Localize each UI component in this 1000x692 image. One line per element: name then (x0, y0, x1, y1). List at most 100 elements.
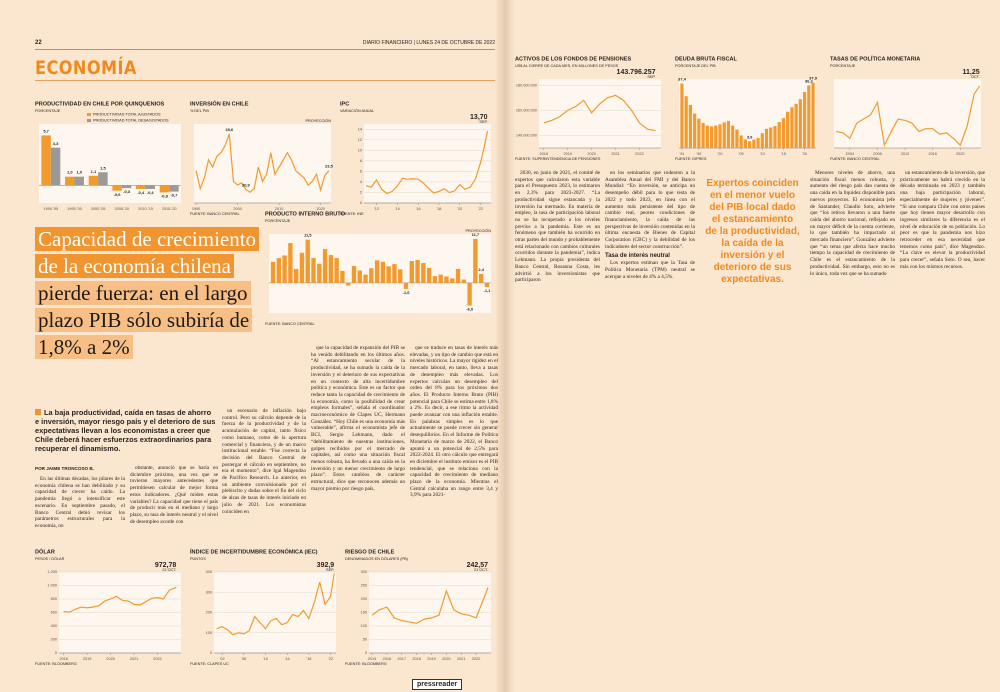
bar (697, 118, 701, 148)
column: un estancamiento de la inversión, que pr… (900, 170, 985, 332)
bar (714, 125, 718, 148)
annotation: PROYECCIÓN (305, 118, 331, 123)
x-tick-label: 2010-'15 (138, 207, 153, 211)
y-tick-label: 300 (206, 590, 212, 594)
line (216, 573, 335, 636)
chart-source: FUENTE: DIPRES (675, 157, 707, 161)
bar (731, 125, 735, 148)
y-tick-label: 10 (358, 148, 362, 152)
x-tick-label: 2021 (457, 657, 465, 661)
y-tick-label: 100 (206, 631, 212, 635)
x-tick-label: '14 (395, 207, 400, 211)
end-label: 143.796.257 (617, 69, 656, 76)
bar (380, 261, 386, 283)
bar (363, 274, 368, 283)
bar (369, 268, 374, 283)
bar (322, 249, 328, 283)
line (835, 85, 981, 148)
bar (438, 274, 443, 283)
x-tick-label: '12 (374, 207, 379, 211)
chart-source: FUENTE: SUPERINTENDENCIA DE PENSIONES (515, 157, 601, 161)
bar (415, 259, 420, 283)
bar (65, 176, 75, 186)
bar (760, 133, 764, 148)
value-label: 37,9 (809, 76, 818, 81)
paragraph: en los seminarios que rodearon a la Asam… (605, 170, 695, 250)
value-label: 11,7 (472, 232, 480, 237)
bar (807, 85, 811, 148)
line (365, 130, 489, 195)
bar (374, 260, 380, 283)
end-date: SEP. (326, 568, 334, 572)
x-tick-label: '14 (285, 657, 290, 661)
bar (276, 258, 282, 283)
chart-source: FUENTE: BLOOMBERG (35, 662, 77, 666)
value-label: 28,6 (225, 127, 234, 132)
bar (169, 185, 179, 192)
chart-title: DEUDA BRUTA FISCAL (675, 56, 738, 62)
x-tick-label: '16 (416, 207, 421, 211)
y-tick-label: 1.200 (47, 570, 57, 574)
bar (688, 104, 693, 148)
value-label: 1,0 (76, 170, 82, 175)
paragraph: En las últimas décadas, los pilares de l… (35, 476, 125, 529)
paragraph: que la capacidad de expansión del PIB se… (311, 345, 405, 492)
value-label: 2,4 (478, 267, 484, 272)
x-tick-label: 2021 (130, 657, 138, 661)
x-tick-label: '00 (718, 152, 723, 156)
bar (50, 147, 61, 186)
section-title: ECONOMÍA (35, 57, 137, 79)
column: que la capacidad de expansión del PIB se… (311, 345, 405, 542)
x-tick-label: 2019 (83, 657, 91, 661)
x-tick-label: 2017 (398, 657, 406, 661)
value-label: 37,4 (678, 77, 687, 82)
bar (432, 276, 438, 283)
page-number: 22 (35, 40, 42, 46)
end-label: 242,57 (467, 562, 489, 569)
bar (145, 185, 155, 189)
chart-title: DÓLAR (35, 547, 55, 555)
value-label: 5,7 (43, 128, 49, 133)
bar (756, 137, 760, 148)
y-tick-label: 6 (360, 169, 362, 173)
bar (773, 126, 777, 148)
column: un escenario de inflación bajo control. … (222, 408, 306, 542)
bar (748, 141, 752, 148)
legend-swatch (87, 119, 91, 122)
chart-title: PRODUCTO INTERNO BRUTO (265, 211, 346, 217)
bar (684, 96, 688, 148)
bar (317, 263, 322, 283)
bar (798, 99, 802, 148)
x-tick-label: '15 (781, 152, 786, 156)
end-date: OCT. (971, 75, 980, 79)
y-tick-label: 600 (51, 611, 57, 615)
bar (722, 122, 726, 148)
paragraph: Menores niveles de ahorro, una situación… (810, 170, 895, 277)
chart-source: FUENTE: BLOOMBERG (345, 662, 387, 666)
bar (270, 261, 276, 283)
bar (403, 282, 409, 289)
bar (735, 129, 739, 148)
x-tick-label: '95 (696, 152, 701, 156)
bar (299, 252, 305, 283)
value-label: 3,9 (747, 134, 753, 139)
bar (752, 139, 756, 148)
y-tick-label: 200 (206, 611, 212, 615)
y-tick-label: 0 (360, 201, 362, 205)
y-tick-label: 8 (360, 159, 362, 163)
end-label: 392,9 (317, 562, 335, 569)
x-tick-label: '06 (241, 657, 246, 661)
value-label: 23,5 (325, 164, 334, 169)
bar (473, 238, 478, 283)
bar (386, 266, 391, 283)
lead: La baja productividad, caída en tasas de… (35, 408, 216, 453)
value-label: -0,7 (170, 193, 178, 198)
bar (311, 258, 316, 283)
x-tick-label: 2016 (928, 152, 936, 156)
value-label: 1,1 (91, 169, 97, 174)
bar (444, 276, 449, 283)
rule (35, 80, 495, 81)
x-tick-label: '18 (436, 207, 441, 211)
